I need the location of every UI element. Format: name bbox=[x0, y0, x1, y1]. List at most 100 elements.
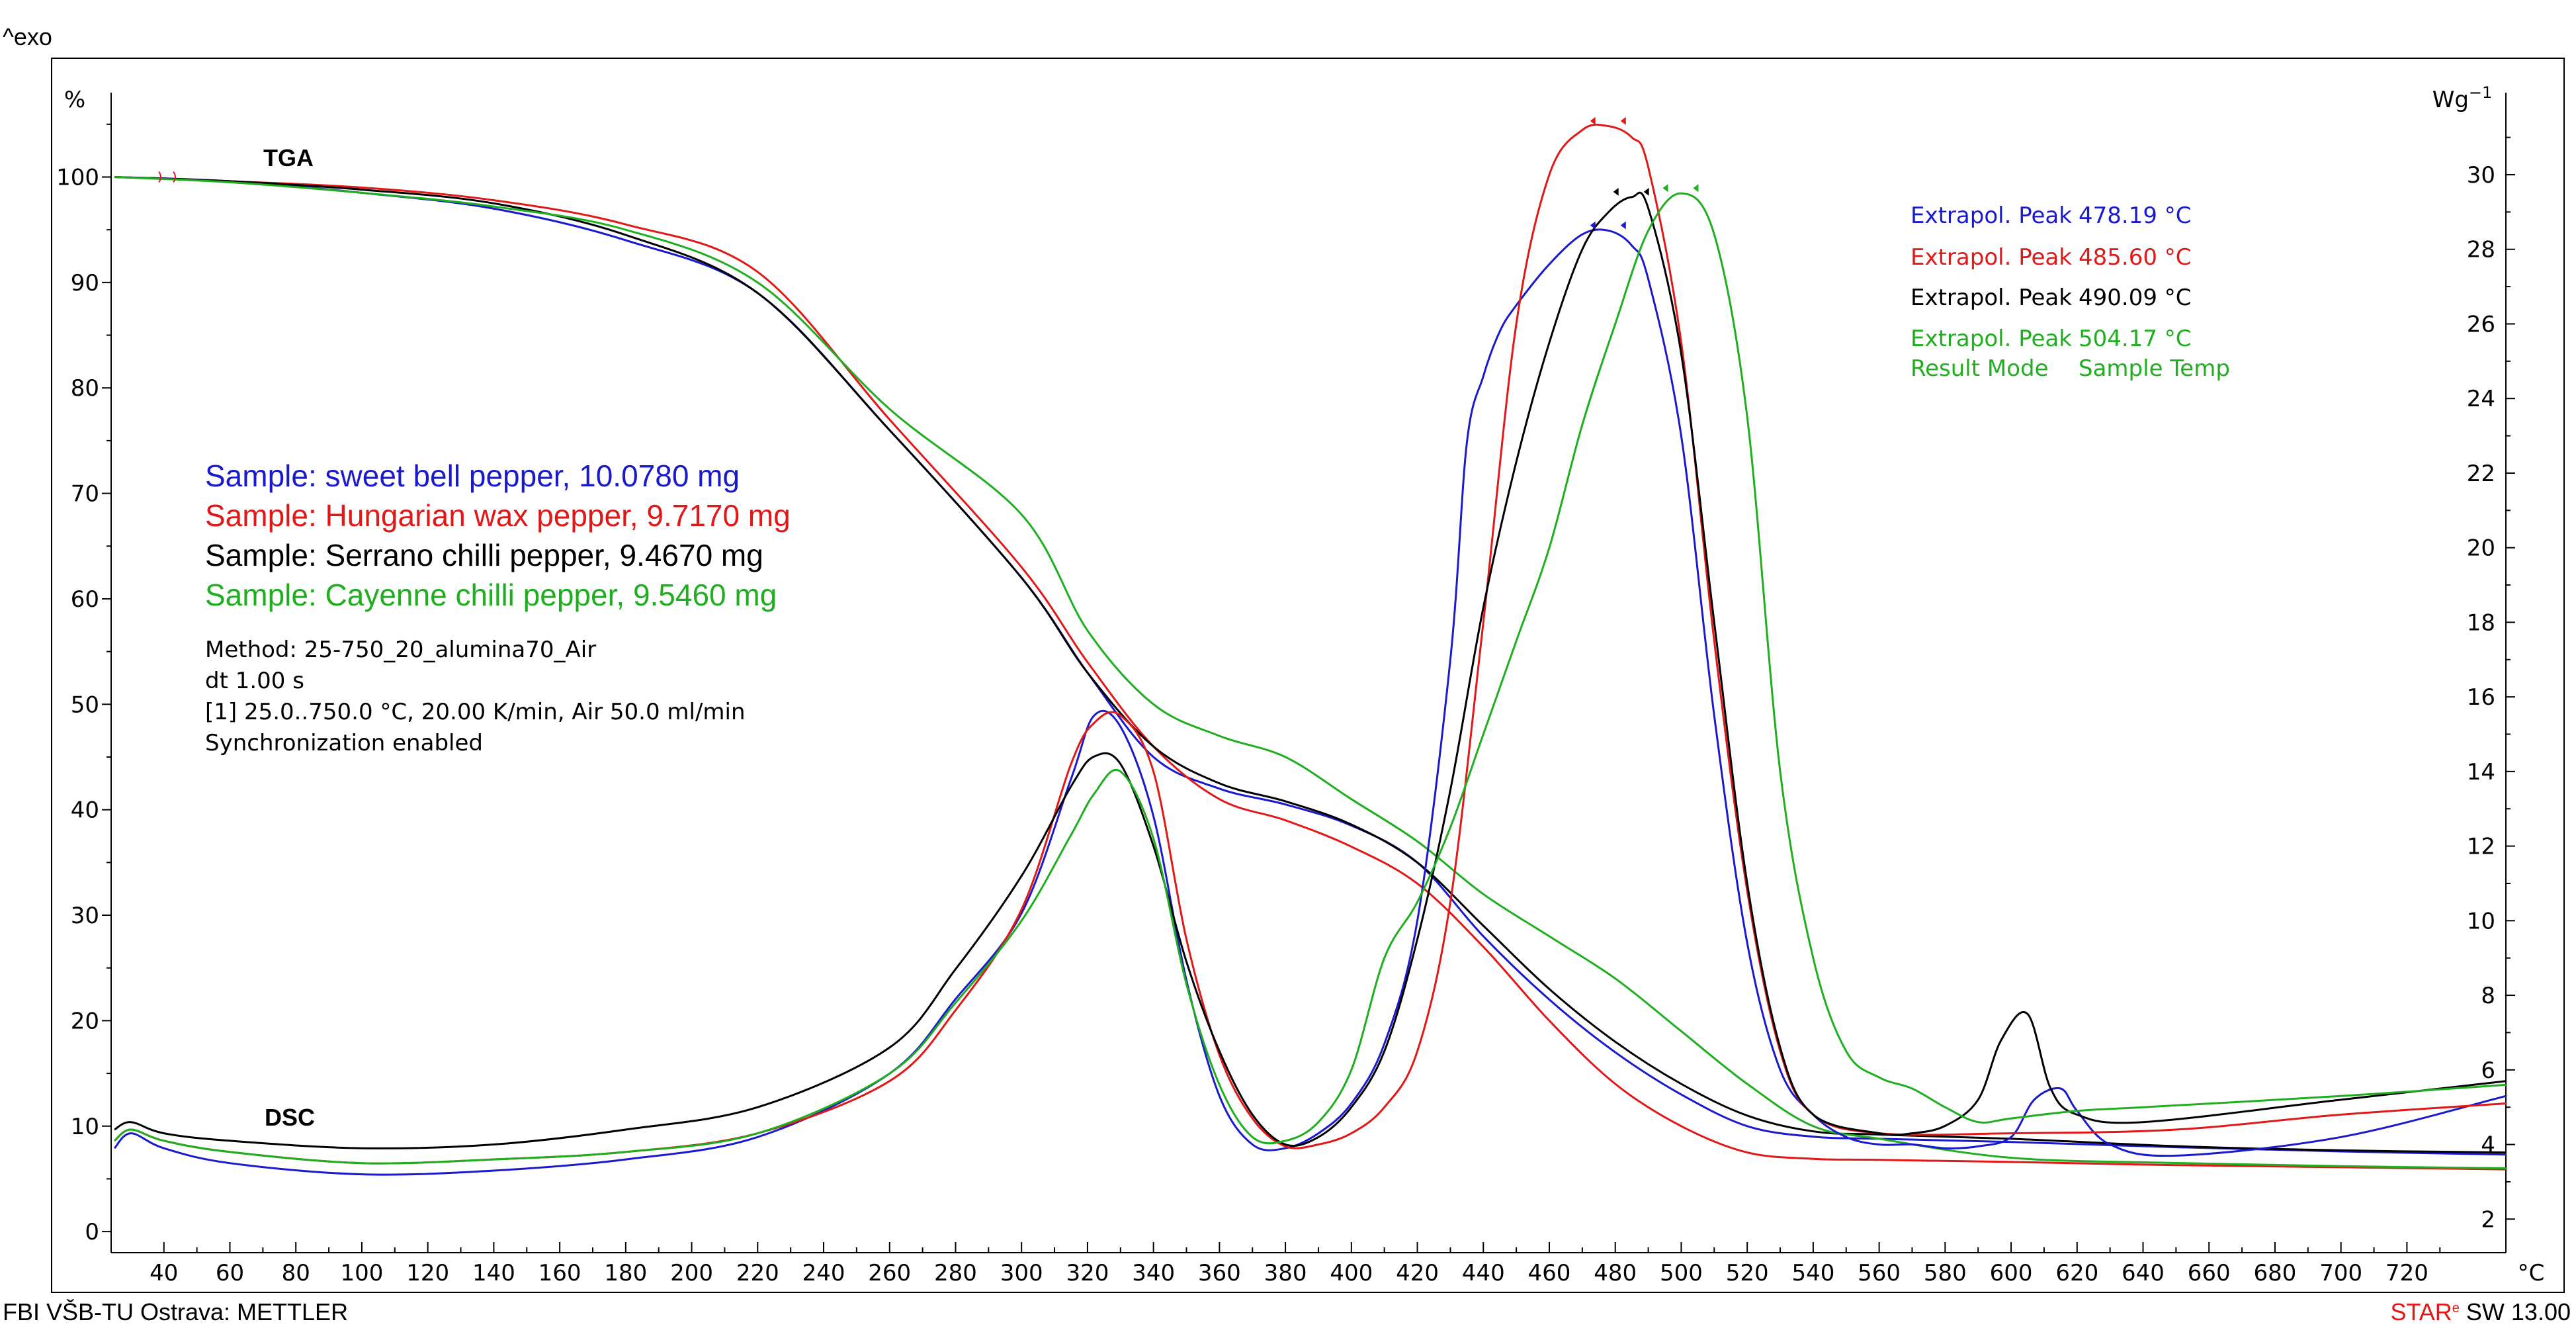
x-axis-unit: °C bbox=[2518, 1260, 2545, 1286]
left-axis-unit: % bbox=[64, 87, 85, 113]
y-right-tick-label: 6 bbox=[2481, 1057, 2495, 1084]
x-tick-label: 280 bbox=[934, 1260, 977, 1286]
tga-curve-blue bbox=[114, 176, 2507, 1156]
y-left-tick-label: 70 bbox=[71, 481, 99, 508]
exo-label: ^exo bbox=[3, 23, 52, 50]
footer-version: SW 13.00 bbox=[2460, 1298, 2571, 1325]
peak-limit-marker bbox=[1620, 221, 1626, 230]
x-tick-label: 100 bbox=[341, 1260, 384, 1286]
y-left-tick-label: 80 bbox=[71, 375, 99, 402]
x-tick-label: 360 bbox=[1198, 1260, 1241, 1286]
x-tick-label: 120 bbox=[406, 1260, 449, 1286]
x-tick-label: 220 bbox=[736, 1260, 779, 1286]
y-right-tick-label: 14 bbox=[2467, 759, 2495, 785]
dsc-curve-green bbox=[114, 192, 2507, 1165]
x-tick-label: 380 bbox=[1264, 1260, 1307, 1286]
method-info: Method: 25-750_20_alumina70_Air dt 1.00 … bbox=[205, 637, 746, 756]
peak-blue-label: Extrapol. Peak bbox=[1911, 202, 2072, 229]
x-tick-label: 540 bbox=[1791, 1260, 1834, 1286]
method-line-2: dt 1.00 s bbox=[205, 668, 304, 694]
tga-curve-green bbox=[114, 176, 2507, 1169]
method-line-3: [1] 25.0..750.0 °C, 20.00 K/min, Air 50.… bbox=[205, 699, 746, 725]
peak-limit-marker bbox=[1620, 116, 1626, 125]
x-tick-label: 200 bbox=[670, 1260, 713, 1286]
sample-red: Sample: Hungarian wax pepper, 9.7170 mg bbox=[205, 498, 791, 533]
sample-black: Sample: Serrano chilli pepper, 9.4670 mg bbox=[205, 538, 763, 572]
sample-green: Sample: Cayenne chilli pepper, 9.5460 mg bbox=[205, 578, 777, 612]
x-tick-label: 500 bbox=[1660, 1260, 1703, 1286]
peak-limit-marker bbox=[1590, 221, 1596, 230]
x-tick-label: 640 bbox=[2122, 1260, 2165, 1286]
tga-start-marker bbox=[158, 171, 161, 183]
x-tick-label: 660 bbox=[2188, 1260, 2231, 1286]
x-tick-label: 320 bbox=[1066, 1260, 1109, 1286]
dsc-curve-label: DSC bbox=[265, 1104, 315, 1131]
y-left-tick-label: 50 bbox=[71, 692, 99, 718]
y-right-tick-label: 20 bbox=[2467, 535, 2495, 562]
y-left-tick-label: 40 bbox=[71, 797, 99, 824]
peak-blue-value: 478.19 °C bbox=[2079, 202, 2192, 229]
x-tick-label: 460 bbox=[1528, 1260, 1571, 1286]
peak-red-label: Extrapol. Peak bbox=[1911, 244, 2072, 271]
x-tick-label: 580 bbox=[1924, 1260, 1967, 1286]
right-axis-unit-exponent: −1 bbox=[2469, 83, 2492, 102]
y-right-tick-label: 22 bbox=[2467, 461, 2495, 487]
plot-frame bbox=[51, 58, 2565, 1293]
y-right-tick-label: 30 bbox=[2467, 162, 2495, 189]
peak-limit-marker bbox=[1662, 184, 1668, 193]
peak-red-value: 485.60 °C bbox=[2079, 244, 2192, 271]
y-left-tick-label: 0 bbox=[85, 1219, 99, 1245]
method-line-4: Synchronization enabled bbox=[205, 730, 483, 756]
footer-star: STAR bbox=[2390, 1298, 2452, 1325]
sample-legend: Sample: sweet bell pepper, 10.0780 mg Sa… bbox=[205, 459, 791, 612]
x-axis-ticks: 40 60 80 100 120 140 160 180 200 220 240 260 280 300 3… bbox=[150, 1242, 2441, 1286]
peak-black-label: Extrapol. Peak bbox=[1911, 285, 2072, 311]
tga-curve-red bbox=[114, 176, 2507, 1171]
x-tick-label: 420 bbox=[1396, 1260, 1439, 1286]
peak-results: Extrapol. Peak 478.19 °C Extrapol. Peak … bbox=[1911, 202, 2230, 382]
y-left-tick-label: 60 bbox=[71, 586, 99, 613]
right-axis-unit-base: Wg bbox=[2432, 87, 2469, 113]
x-tick-label: 140 bbox=[472, 1260, 515, 1286]
x-tick-label: 600 bbox=[1990, 1260, 2033, 1286]
peak-markers bbox=[158, 116, 1699, 230]
x-tick-label: 40 bbox=[150, 1260, 178, 1286]
curves bbox=[113, 123, 2507, 1176]
tga-start-marker bbox=[173, 171, 176, 183]
y-right-tick-label: 16 bbox=[2467, 684, 2495, 711]
y-right-tick-label: 24 bbox=[2467, 386, 2495, 412]
y-right-tick-label: 12 bbox=[2467, 834, 2495, 860]
footer-star-mark: e bbox=[2452, 1301, 2460, 1316]
x-tick-label: 480 bbox=[1594, 1260, 1637, 1286]
x-tick-label: 180 bbox=[604, 1260, 647, 1286]
y-left-tick-label: 100 bbox=[56, 164, 99, 191]
x-tick-label: 440 bbox=[1462, 1260, 1505, 1286]
y-right-tick-label: 26 bbox=[2467, 311, 2495, 337]
method-line-1: Method: 25-750_20_alumina70_Air bbox=[205, 637, 596, 663]
peak-green-value: 504.17 °C bbox=[2079, 326, 2192, 352]
x-tick-label: 260 bbox=[868, 1260, 911, 1286]
left-axis-ticks: 0 10 20 30 40 50 60 70 80 90 100 bbox=[56, 123, 111, 1245]
x-tick-label: 560 bbox=[1858, 1260, 1901, 1286]
x-tick-label: 400 bbox=[1330, 1260, 1373, 1286]
peak-limit-marker bbox=[1613, 187, 1619, 196]
tga-curve-black bbox=[114, 176, 2507, 1154]
x-tick-label: 720 bbox=[2385, 1260, 2428, 1286]
y-right-tick-label: 2 bbox=[2481, 1206, 2495, 1233]
y-right-tick-label: 28 bbox=[2467, 237, 2495, 263]
peak-limit-marker bbox=[1590, 116, 1596, 125]
x-tick-label: 300 bbox=[1000, 1260, 1043, 1286]
result-mode-label: Result Mode bbox=[1911, 355, 2049, 382]
peak-limit-marker bbox=[1643, 187, 1649, 196]
x-tick-label: 80 bbox=[282, 1260, 310, 1286]
footer-software: STARe SW 13.00 bbox=[2390, 1298, 2571, 1325]
x-tick-label: 700 bbox=[2319, 1260, 2362, 1286]
x-tick-label: 340 bbox=[1132, 1260, 1175, 1286]
y-right-tick-label: 18 bbox=[2467, 609, 2495, 636]
result-mode-value: Sample Temp bbox=[2079, 355, 2230, 382]
x-tick-label: 520 bbox=[1726, 1260, 1769, 1286]
x-tick-label: 620 bbox=[2055, 1260, 2098, 1286]
y-right-tick-label: 10 bbox=[2467, 908, 2495, 934]
y-left-tick-label: 10 bbox=[71, 1114, 99, 1140]
